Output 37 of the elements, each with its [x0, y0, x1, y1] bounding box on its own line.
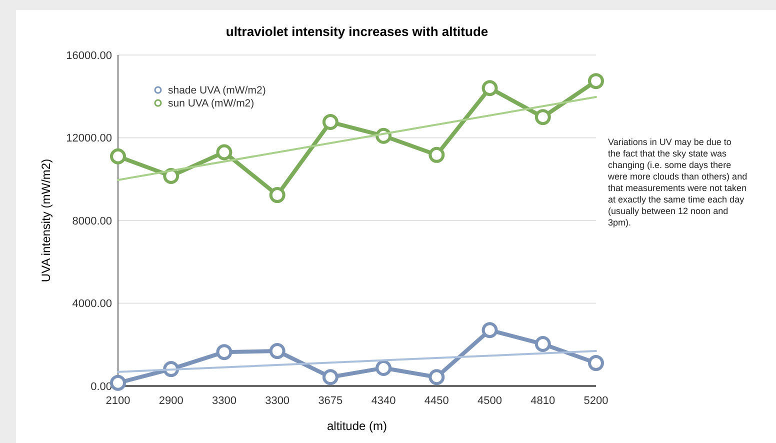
point — [216, 144, 232, 160]
y-axis-title: UVA intensity (mW/m2) — [39, 158, 53, 282]
y-tick-label: 16000.00 — [66, 50, 112, 62]
point — [110, 148, 126, 164]
x-axis-title: altitude (m) — [326, 419, 388, 433]
point — [588, 355, 604, 372]
point — [534, 109, 551, 126]
legend-label: shade UVA (mW/m2) — [168, 84, 266, 97]
point — [322, 369, 338, 386]
chart-title: ultraviolet intensity increases with altitude — [226, 24, 488, 39]
text: Variations in UV may be due to the fact that the sky state was changing (i.e. some days there were more clouds than others) and that measurements were not taken at exactly the same time each day (usually between 12 noon and 3pm). — [607, 137, 748, 228]
point — [428, 369, 445, 386]
x-tick-label: 2900 — [158, 395, 184, 407]
point — [428, 146, 445, 163]
point — [216, 344, 232, 360]
point — [482, 80, 498, 96]
x-tick-label: 4500 — [478, 395, 502, 407]
point — [322, 114, 338, 130]
x-tick-label: 5200 — [584, 395, 608, 407]
x-tick-label: 3675 — [318, 395, 343, 407]
point — [588, 73, 604, 90]
x-tick-label: 3300 — [212, 395, 236, 407]
point — [269, 187, 286, 204]
legend-label: sun UVA (mW/m2) — [168, 98, 254, 110]
x-tick-label: 4450 — [424, 395, 449, 407]
point — [269, 343, 286, 360]
y-tick-label: 4000.00 — [72, 298, 112, 310]
y-tick-label: 8000.00 — [72, 215, 112, 228]
point — [110, 374, 126, 391]
point — [482, 322, 498, 338]
y-tick-label: 12000.00 — [66, 132, 112, 145]
point — [376, 360, 392, 376]
x-tick-label: 2100 — [106, 395, 130, 407]
point — [534, 336, 551, 352]
x-tick-label: 3300 — [265, 395, 290, 407]
x-tick-label: 4340 — [371, 395, 396, 407]
x-tick-label: 4810 — [530, 395, 556, 407]
